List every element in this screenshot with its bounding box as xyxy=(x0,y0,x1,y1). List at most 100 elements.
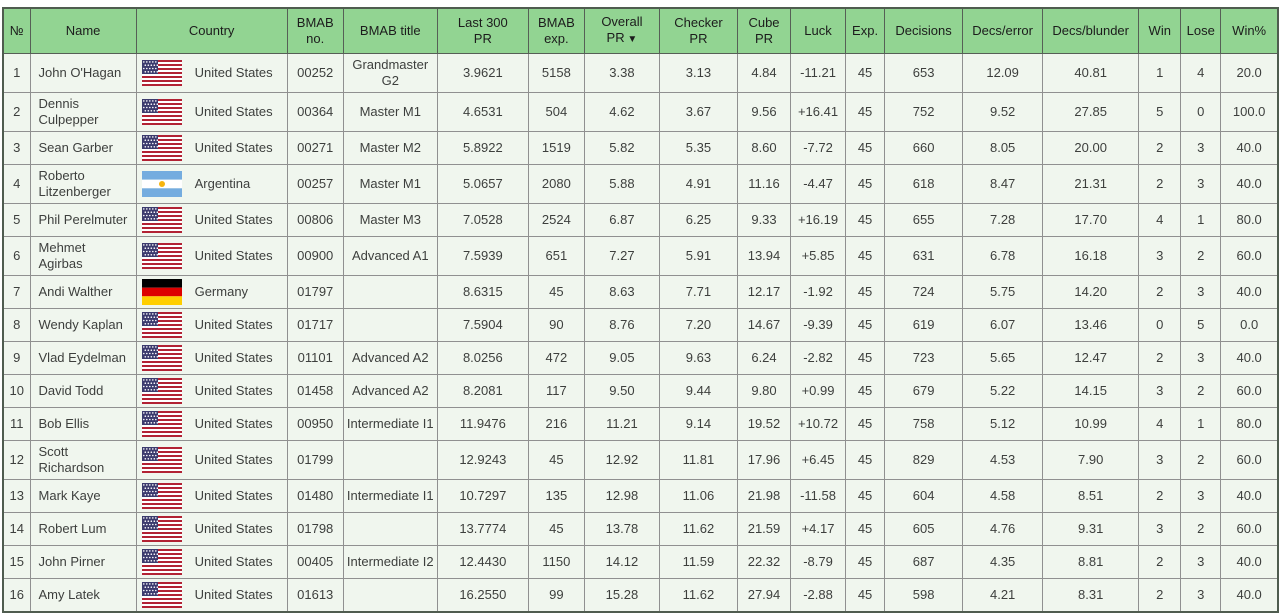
cell-bmab_exp: 90 xyxy=(527,308,585,342)
cell-decs_error: 5.12 xyxy=(962,407,1044,441)
cell-name: Scott Richardson xyxy=(29,440,137,480)
cell-overall_pr: 9.50 xyxy=(583,374,660,408)
column-header-bmab_exp[interactable]: BMAB exp. xyxy=(527,7,585,54)
table-row: 9 Vlad Eydelman United States 01101 Advanced… xyxy=(2,341,1279,375)
table-row: 16 Amy Latek United States 01613 16.2550 99 15… xyxy=(2,578,1279,613)
column-header-country[interactable]: Country xyxy=(135,7,288,54)
country-name: United States xyxy=(194,488,273,503)
column-header-checker_pr[interactable]: Checker PR xyxy=(658,7,738,54)
cell-num: 9 xyxy=(2,341,31,375)
cell-bmab_no: 00364 xyxy=(286,92,344,132)
column-header-bmab_no[interactable]: BMAB no. xyxy=(286,7,344,54)
cell-win_pct: 60.0 xyxy=(1220,374,1279,408)
column-header-label: Decisions xyxy=(895,23,952,38)
cell-cube_pr: 19.52 xyxy=(736,407,792,441)
cell-decs_error: 4.58 xyxy=(962,479,1044,513)
cell-decisions: 605 xyxy=(884,512,964,546)
cell-luck: +4.17 xyxy=(790,512,847,546)
column-header-label: Country xyxy=(188,23,235,38)
country-name: United States xyxy=(194,416,273,431)
column-header-decs_error[interactable]: Decs/error xyxy=(962,7,1044,54)
column-header-overall_pr[interactable]: Overall PR ▼ xyxy=(583,7,660,54)
column-header-name[interactable]: Name xyxy=(29,7,137,54)
cell-win: 2 xyxy=(1138,578,1182,613)
column-header-win[interactable]: Win xyxy=(1138,7,1182,54)
cell-overall_pr: 3.38 xyxy=(583,53,660,93)
cell-decs_error: 4.76 xyxy=(962,512,1044,546)
cell-decs_error: 9.52 xyxy=(962,92,1044,132)
cell-cube_pr: 13.94 xyxy=(736,236,792,276)
cell-decs_error: 8.05 xyxy=(962,131,1044,165)
cell-decs_blunder: 9.31 xyxy=(1042,512,1140,546)
us-flag-icon xyxy=(141,60,182,86)
cell-name: David Todd xyxy=(29,374,137,408)
country-name: United States xyxy=(194,65,273,80)
cell-cube_pr: 27.94 xyxy=(736,578,792,613)
cell-lose: 1 xyxy=(1180,203,1222,237)
cell-bmab_no: 01799 xyxy=(286,440,344,480)
column-header-win_pct[interactable]: Win% xyxy=(1220,7,1279,54)
us-flag-icon xyxy=(141,207,182,233)
cell-overall_pr: 5.82 xyxy=(583,131,660,165)
cell-exp: 45 xyxy=(845,578,886,613)
cell-decs_blunder: 13.46 xyxy=(1042,308,1140,342)
cell-decisions: 687 xyxy=(884,545,964,579)
column-header-bmab_title[interactable]: BMAB title xyxy=(342,7,438,54)
cell-decisions: 679 xyxy=(884,374,964,408)
cell-decs_blunder: 21.31 xyxy=(1042,164,1140,204)
cell-win: 3 xyxy=(1138,512,1182,546)
cell-num: 7 xyxy=(2,275,31,309)
cell-name: Bob Ellis xyxy=(29,407,137,441)
country-name: United States xyxy=(194,521,273,536)
column-header-exp[interactable]: Exp. xyxy=(845,7,886,54)
column-header-decs_blunder[interactable]: Decs/blunder xyxy=(1042,7,1140,54)
cell-name: Roberto Litzenberger xyxy=(29,164,137,204)
cell-country: United States xyxy=(135,374,288,408)
cell-exp: 45 xyxy=(845,545,886,579)
cell-checker_pr: 9.44 xyxy=(658,374,738,408)
cell-decisions: 758 xyxy=(884,407,964,441)
table-row: 6 Mehmet Agirbas United States 00900 Advance… xyxy=(2,236,1279,276)
cell-bmab_title: Master M2 xyxy=(342,131,438,165)
cell-country: United States xyxy=(135,512,288,546)
cell-checker_pr: 7.20 xyxy=(658,308,738,342)
column-header-decisions[interactable]: Decisions xyxy=(884,7,964,54)
cell-last300_pr: 7.5904 xyxy=(436,308,529,342)
cell-decs_blunder: 8.31 xyxy=(1042,578,1140,613)
cell-decisions: 618 xyxy=(884,164,964,204)
cell-decisions: 723 xyxy=(884,341,964,375)
cell-luck: -2.82 xyxy=(790,341,847,375)
cell-decs_error: 5.22 xyxy=(962,374,1044,408)
cell-lose: 3 xyxy=(1180,545,1222,579)
cell-cube_pr: 9.33 xyxy=(736,203,792,237)
cell-lose: 3 xyxy=(1180,578,1222,613)
cell-bmab_no: 00271 xyxy=(286,131,344,165)
column-header-lose[interactable]: Lose xyxy=(1180,7,1222,54)
cell-bmab_no: 00405 xyxy=(286,545,344,579)
cell-win_pct: 40.0 xyxy=(1220,164,1279,204)
cell-decs_error: 4.35 xyxy=(962,545,1044,579)
cell-win: 2 xyxy=(1138,164,1182,204)
cell-exp: 45 xyxy=(845,236,886,276)
cell-bmab_exp: 2524 xyxy=(527,203,585,237)
us-flag-icon xyxy=(141,99,182,125)
cell-overall_pr: 8.63 xyxy=(583,275,660,309)
cell-win_pct: 40.0 xyxy=(1220,578,1279,613)
cell-bmab_title xyxy=(342,440,438,480)
cell-decisions: 752 xyxy=(884,92,964,132)
cell-bmab_title: Advanced A2 xyxy=(342,341,438,375)
cell-win_pct: 40.0 xyxy=(1220,275,1279,309)
cell-last300_pr: 8.0256 xyxy=(436,341,529,375)
column-header-luck[interactable]: Luck xyxy=(790,7,847,54)
cell-num: 8 xyxy=(2,308,31,342)
column-header-num[interactable]: № xyxy=(2,7,31,54)
cell-bmab_title xyxy=(342,578,438,613)
column-header-last300_pr[interactable]: Last 300 PR xyxy=(436,7,529,54)
cell-country: United States xyxy=(135,341,288,375)
column-header-cube_pr[interactable]: Cube PR xyxy=(736,7,792,54)
cell-decisions: 619 xyxy=(884,308,964,342)
column-header-label: Lose xyxy=(1186,23,1215,38)
column-header-label: № xyxy=(9,23,24,38)
cell-bmab_title: Grandmaster G2 xyxy=(342,53,438,93)
cell-luck: +0.99 xyxy=(790,374,847,408)
